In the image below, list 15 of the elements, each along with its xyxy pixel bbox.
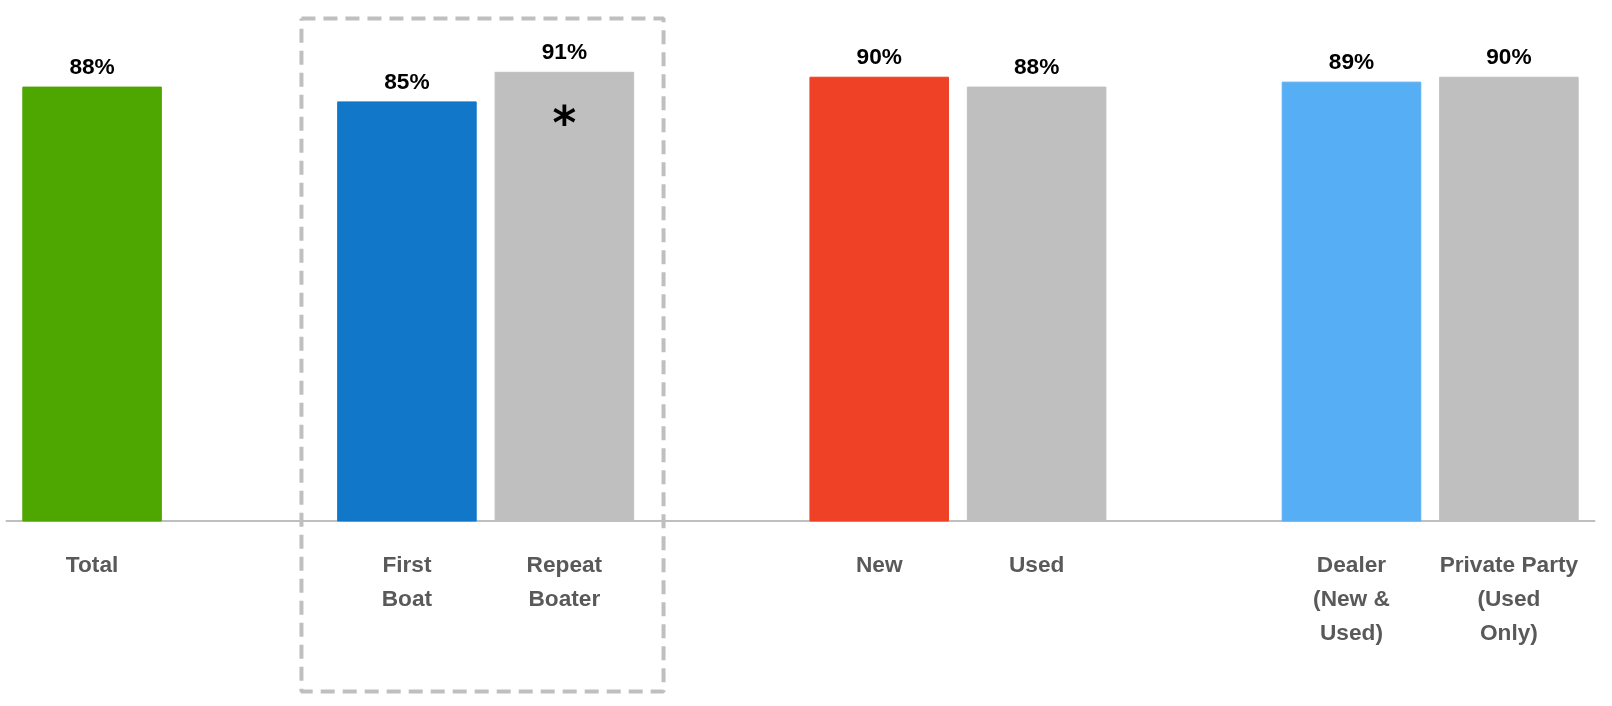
data-label: 85% (384, 67, 430, 94)
data-label: 88% (1013, 53, 1060, 80)
data-label: 88% (69, 53, 115, 80)
annotation: * (552, 97, 577, 151)
data-label: 89% (1328, 48, 1375, 75)
x-tick-label: First Boat (381, 551, 433, 611)
x-tick-label: Dealer (New & Used) (1313, 551, 1390, 645)
x-tick-label: Used (1008, 551, 1065, 578)
data-label: 90% (856, 43, 902, 70)
x-tick-label: Repeat Boater (526, 551, 603, 611)
x-tick-label: Total (65, 551, 119, 578)
x-tick-label: Private Party (Used Only) (1439, 551, 1579, 645)
data-label: 90% (1486, 43, 1532, 70)
data-label: 91% (541, 38, 588, 65)
x-tick-label: New (855, 551, 903, 578)
